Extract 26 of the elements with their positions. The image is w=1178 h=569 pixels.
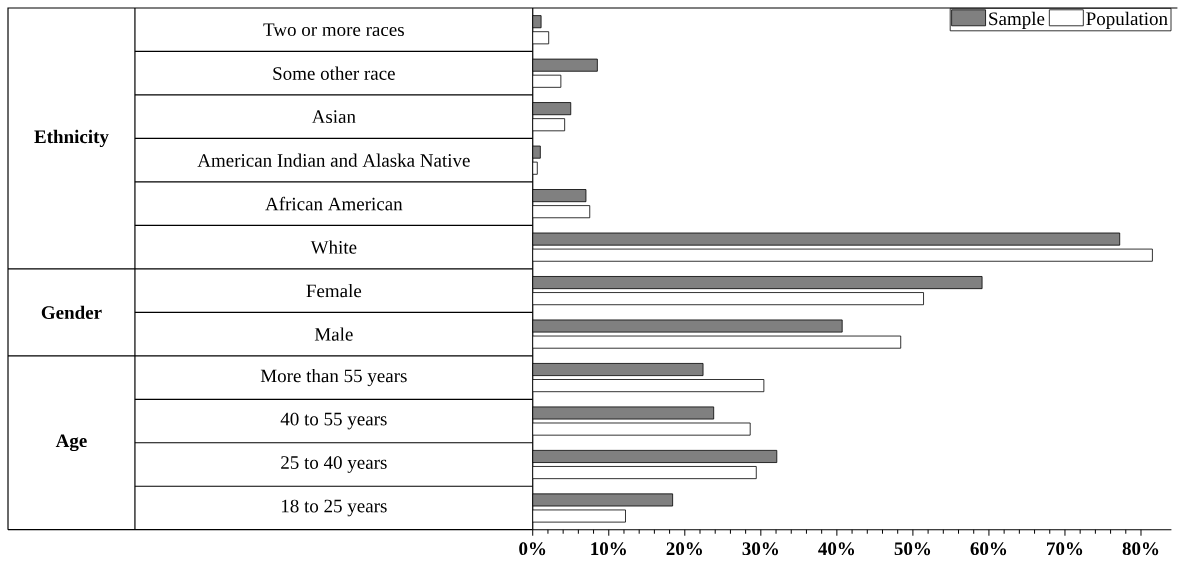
x-tick-label: 30% bbox=[742, 542, 779, 556]
text: Age bbox=[55, 434, 87, 452]
y-tick-label: White bbox=[310, 240, 357, 254]
y-tick-label: Female bbox=[306, 284, 362, 298]
y-tick-label: Male bbox=[314, 327, 353, 341]
y-tick-label: 25 to 40 years bbox=[281, 456, 387, 473]
x-tick-label: 50% bbox=[894, 542, 931, 556]
x-tick-label: 20% bbox=[666, 542, 702, 556]
y-tick-label: More than 55 years bbox=[260, 369, 407, 387]
x-tick-label: 60% bbox=[970, 542, 1007, 556]
x-tick-label: 10% bbox=[591, 542, 626, 556]
y-tick-label: Some other race bbox=[273, 66, 395, 81]
y-tick-label: Asian bbox=[311, 110, 356, 124]
legend-label: Sample bbox=[989, 11, 1045, 30]
x-tick-label: 80% bbox=[1122, 542, 1159, 556]
y-tick-label: Two or more races bbox=[263, 23, 404, 37]
y-tick-label: 18 to 25 years bbox=[281, 499, 387, 517]
y-tick-label: American Indian and Alaska Native bbox=[197, 153, 470, 167]
y-tick-label: 40 to 55 years bbox=[280, 412, 387, 430]
x-tick-label: 40% bbox=[818, 542, 855, 556]
x-tick-label: 70% bbox=[1047, 542, 1083, 556]
text: Ethnicity bbox=[34, 129, 109, 148]
y-tick-label: African American bbox=[265, 197, 403, 211]
x-tick-label: 0% bbox=[519, 542, 546, 556]
text: Gender bbox=[41, 305, 102, 320]
legend-label: Population bbox=[1086, 11, 1168, 30]
